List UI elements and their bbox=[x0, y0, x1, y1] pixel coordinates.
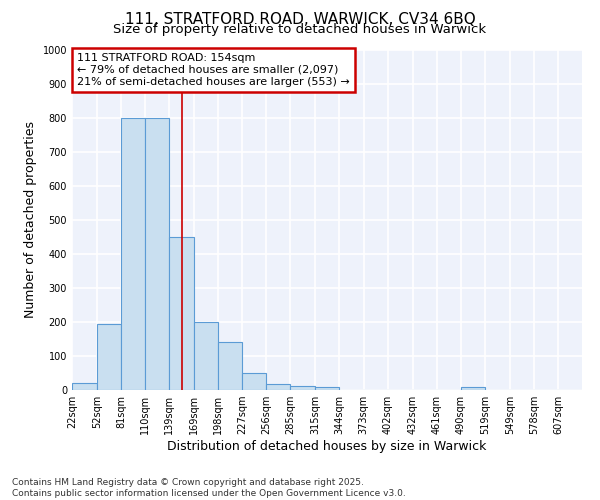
Bar bbox=[242, 373, 266, 390]
X-axis label: Distribution of detached houses by size in Warwick: Distribution of detached houses by size … bbox=[167, 440, 487, 453]
Bar bbox=[97, 324, 121, 390]
Bar bbox=[72, 383, 97, 390]
Bar bbox=[266, 384, 290, 390]
Bar bbox=[461, 388, 485, 390]
Bar bbox=[145, 118, 169, 390]
Text: Contains HM Land Registry data © Crown copyright and database right 2025.
Contai: Contains HM Land Registry data © Crown c… bbox=[12, 478, 406, 498]
Text: Size of property relative to detached houses in Warwick: Size of property relative to detached ho… bbox=[113, 22, 487, 36]
Y-axis label: Number of detached properties: Number of detached properties bbox=[24, 122, 37, 318]
Bar bbox=[290, 386, 316, 390]
Text: 111 STRATFORD ROAD: 154sqm
← 79% of detached houses are smaller (2,097)
21% of s: 111 STRATFORD ROAD: 154sqm ← 79% of deta… bbox=[77, 54, 350, 86]
Text: 111, STRATFORD ROAD, WARWICK, CV34 6BQ: 111, STRATFORD ROAD, WARWICK, CV34 6BQ bbox=[125, 12, 475, 28]
Bar bbox=[316, 386, 340, 390]
Bar bbox=[194, 322, 218, 390]
Bar bbox=[169, 237, 194, 390]
Bar bbox=[121, 118, 145, 390]
Bar bbox=[218, 342, 242, 390]
